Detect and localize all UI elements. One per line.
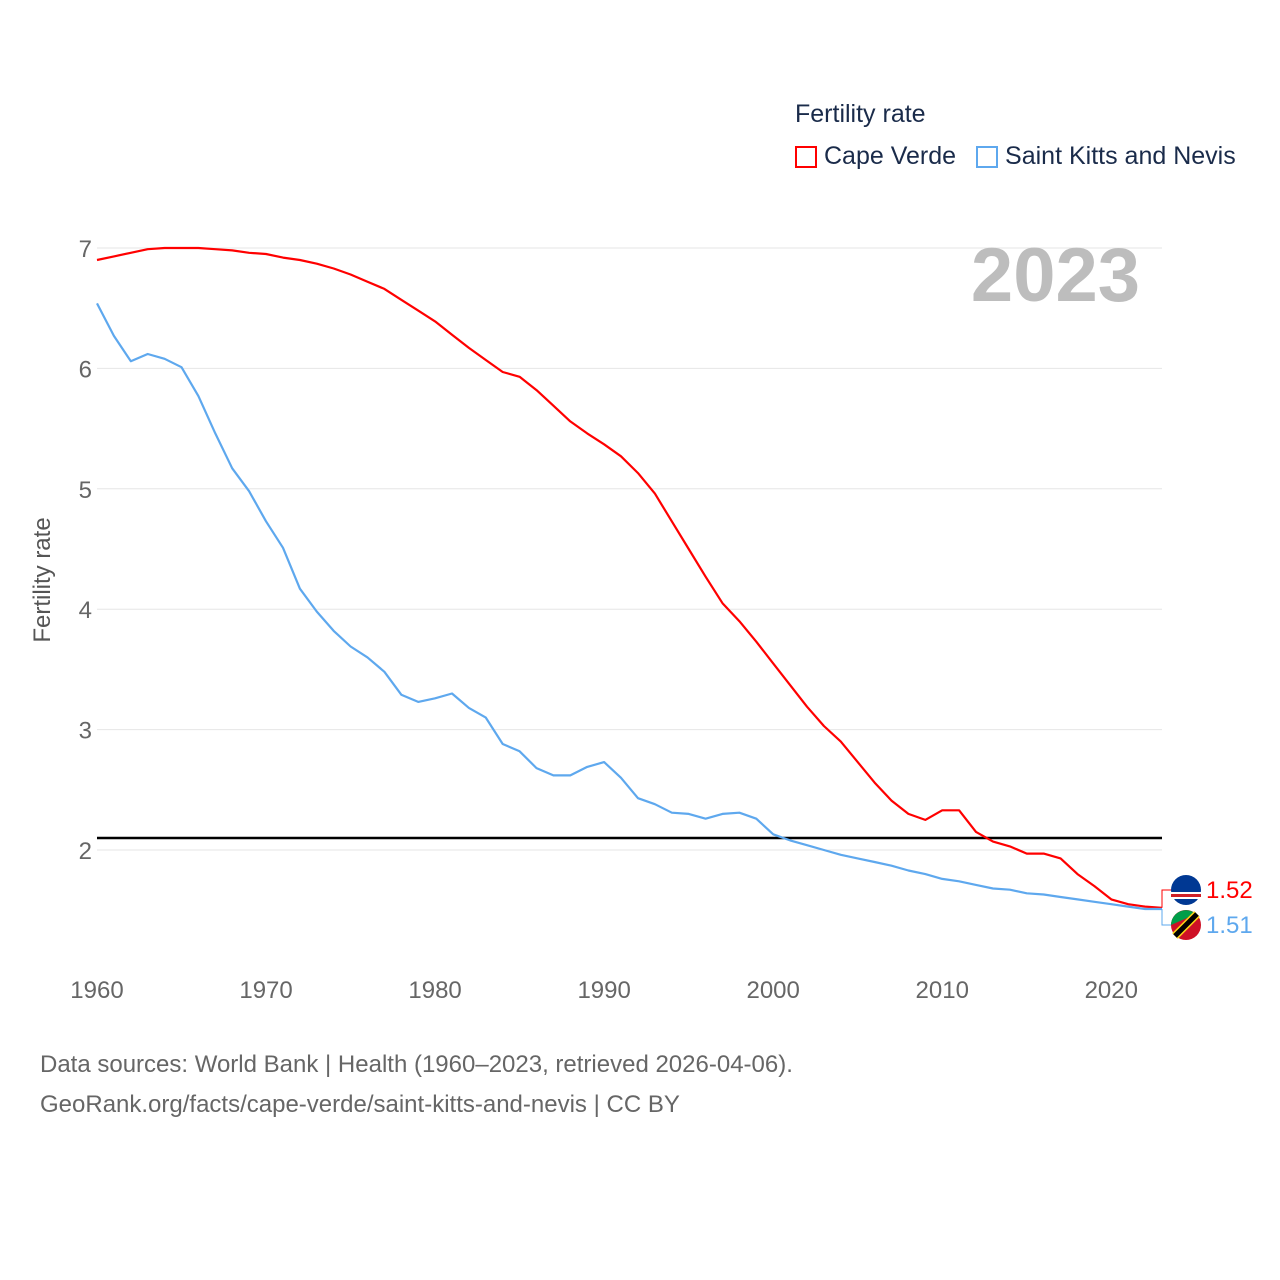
x-tick-label: 1980 xyxy=(408,977,461,1004)
y-tick-label: 2 xyxy=(79,838,92,865)
legend-label: Cape Verde xyxy=(824,142,957,170)
cape-verde-flag-icon xyxy=(1171,875,1201,905)
x-tick-label: 2000 xyxy=(746,977,799,1004)
connector-line xyxy=(1161,908,1172,926)
legend-item-cape-verde[interactable]: Cape Verde xyxy=(795,142,956,171)
x-tick-label: 1970 xyxy=(239,977,292,1004)
legend-label: Saint Kitts and Nevis xyxy=(1005,142,1236,170)
year-label: 2023 xyxy=(970,233,1140,318)
y-tick-label: 6 xyxy=(79,356,92,383)
legend: Cape Verde Saint Kitts and Nevis xyxy=(795,142,1236,171)
legend-swatch xyxy=(976,145,999,168)
y-tick-label: 3 xyxy=(79,718,92,745)
y-tick-label: 7 xyxy=(79,236,92,263)
y-tick-label: 5 xyxy=(79,477,92,504)
y-tick-label: 4 xyxy=(79,597,92,624)
end-value-label: 1.51 xyxy=(1206,912,1253,939)
x-tick-label: 2020 xyxy=(1085,977,1138,1004)
connector-line xyxy=(1161,889,1172,908)
legend-item-saint-kitts-and-nevis[interactable]: Saint Kitts and Nevis xyxy=(976,142,1236,171)
flag-stripe xyxy=(1171,894,1201,897)
x-tick-label: 1960 xyxy=(70,977,123,1004)
series-line-saint-kitts-and-nevis xyxy=(96,302,1162,911)
x-tick-label: 1990 xyxy=(577,977,630,1004)
x-tick-label: 2010 xyxy=(916,977,969,1004)
y-axis-label: Fertility rate xyxy=(29,517,56,643)
source-note: Data sources: World Bank | Health (1960–… xyxy=(40,1045,793,1125)
legend-swatch xyxy=(795,145,817,168)
source-line-2[interactable]: GeoRank.org/facts/cape-verde/saint-kitts… xyxy=(40,1091,680,1118)
flag-band xyxy=(1173,912,1199,938)
source-line-1: Data sources: World Bank | Health (1960–… xyxy=(40,1051,793,1078)
series-line-cape-verde xyxy=(96,246,1163,909)
legend-title: Fertility rate xyxy=(795,100,926,128)
flag-part xyxy=(1171,910,1196,925)
end-value-label: 1.52 xyxy=(1206,877,1253,904)
